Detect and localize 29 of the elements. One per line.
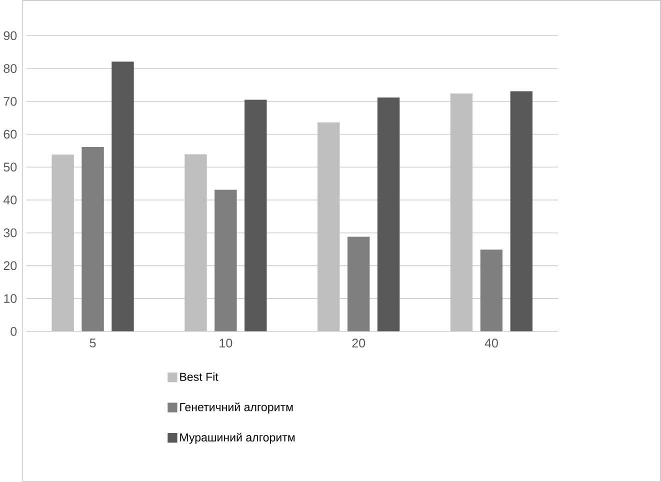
- bar: [347, 236, 370, 332]
- x-tick-label: 10: [220, 338, 232, 348]
- bar: [450, 93, 473, 332]
- bar: [480, 250, 503, 332]
- y-tick-label: 60: [4, 130, 17, 139]
- y-tick-label: 50: [4, 162, 17, 172]
- legend-label: Best Fit: [180, 372, 218, 381]
- bar: [112, 62, 134, 332]
- bar: [82, 147, 104, 332]
- bar: [244, 100, 267, 332]
- bar: [318, 122, 340, 332]
- bar: [52, 154, 74, 332]
- y-tick-label: 20: [4, 261, 17, 270]
- bar: [377, 97, 400, 332]
- x-tick-label: 20: [352, 338, 366, 348]
- x-tick-label: 40: [484, 338, 498, 348]
- y-tick-label: 90: [4, 31, 17, 40]
- y-tick-label: 80: [4, 64, 17, 73]
- bar: [214, 190, 237, 332]
- bar: [184, 154, 207, 332]
- x-tick-label: 5: [90, 338, 96, 348]
- bar: [510, 91, 533, 332]
- y-tick-label: 70: [4, 96, 17, 106]
- legend-label: Мурашиний алгоритм: [180, 432, 295, 444]
- y-tick-label: 10: [4, 294, 17, 303]
- y-tick-label: 0: [10, 326, 17, 336]
- y-tick-label: 30: [4, 228, 17, 238]
- legend-label: Генетичний алгоритм: [180, 402, 293, 414]
- y-tick-label: 40: [3, 195, 17, 204]
